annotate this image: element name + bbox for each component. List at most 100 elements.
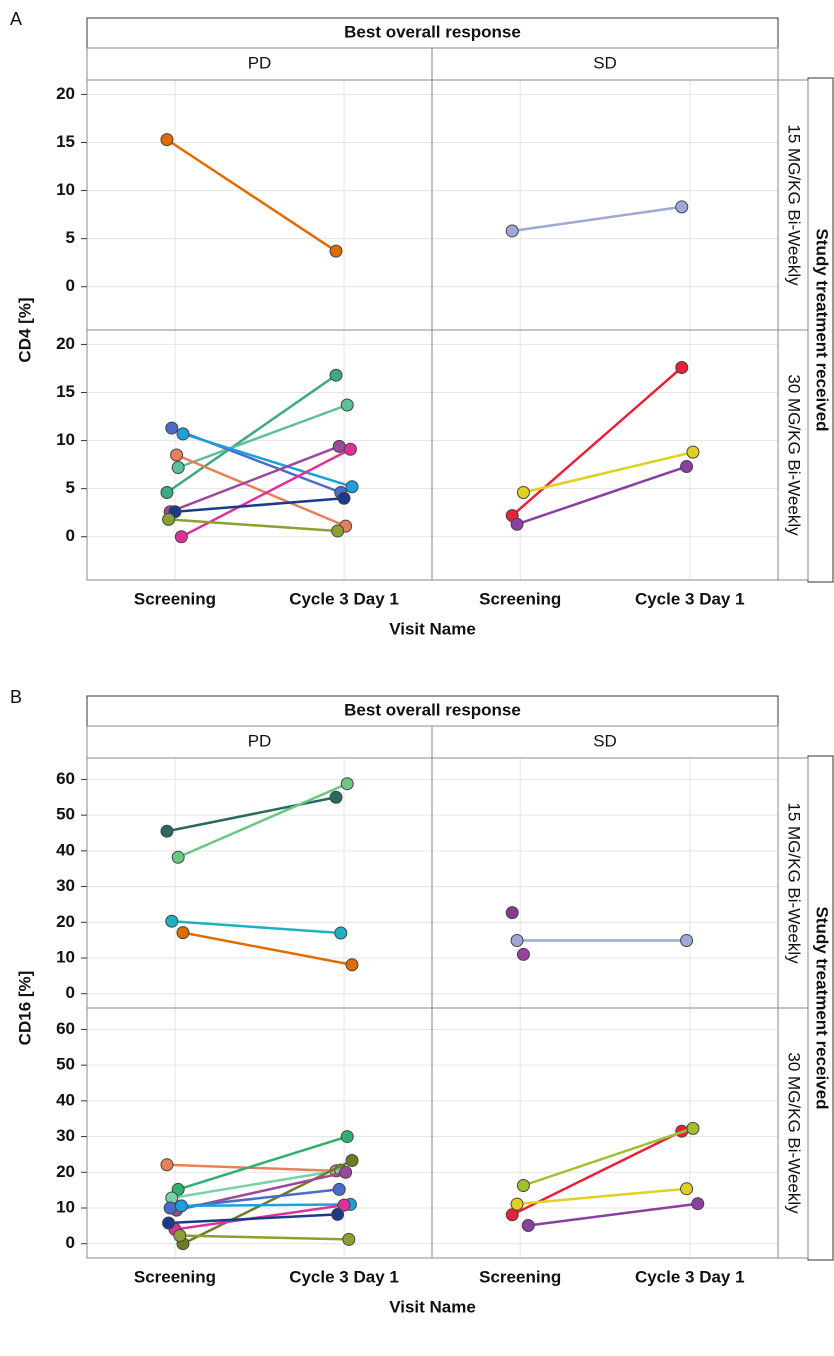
row-label: 30 MG/KG Bi-Weekly	[785, 374, 804, 536]
y-tick-label: 15	[56, 382, 75, 401]
series-line	[511, 366, 683, 517]
y-tick-label: 50	[56, 805, 75, 824]
x-tick-label: Screening	[134, 589, 216, 608]
series-line	[181, 1203, 351, 1208]
data-point	[340, 1130, 354, 1144]
series-line	[182, 432, 353, 488]
column-strip	[431, 47, 779, 81]
y-tick-label: 0	[66, 526, 75, 545]
series-line	[179, 1234, 349, 1241]
data-point	[176, 926, 190, 940]
data-point	[691, 1197, 705, 1211]
x-tick-label: Cycle 3 Day 1	[635, 589, 745, 608]
panel-frame	[431, 329, 779, 581]
series-line	[528, 1202, 698, 1227]
facet-title: Best overall response	[344, 22, 521, 41]
data-point	[505, 224, 519, 238]
data-point	[340, 777, 354, 791]
row-strip	[777, 757, 809, 1009]
data-point	[345, 1154, 359, 1167]
y-tick-label: 40	[56, 840, 75, 859]
data-point	[680, 460, 694, 474]
y-tick-label: 30	[56, 1126, 75, 1145]
y-tick-label: 10	[56, 180, 75, 199]
data-point	[686, 1121, 700, 1135]
y-tick-label: 20	[56, 912, 75, 931]
x-tick-label: Cycle 3 Day 1	[635, 1267, 745, 1286]
column-strip	[431, 725, 779, 759]
data-point	[332, 439, 346, 453]
y-tick-label: 10	[56, 430, 75, 449]
data-point	[176, 427, 190, 441]
data-point	[165, 914, 179, 928]
data-point	[160, 133, 174, 147]
header-box	[86, 695, 779, 727]
panel-label: A	[10, 9, 22, 29]
y-tick-label: 15	[56, 132, 75, 151]
data-point	[174, 530, 188, 544]
data-point	[680, 934, 694, 947]
series-line	[166, 1163, 337, 1173]
data-point	[329, 244, 343, 258]
panel-frame	[431, 757, 779, 1009]
data-point	[342, 1232, 356, 1246]
data-point	[162, 512, 176, 526]
y-axis-label: CD16 [%]	[15, 971, 34, 1046]
column-strip	[86, 47, 433, 81]
series-line	[182, 931, 353, 967]
y-tick-label: 30	[56, 876, 75, 895]
y-tick-label: 50	[56, 1055, 75, 1074]
data-point	[329, 368, 343, 382]
row-strip	[777, 1007, 809, 1259]
x-axis-label: Visit Name	[389, 1297, 476, 1316]
y-tick-label: 60	[56, 769, 75, 788]
data-point	[171, 850, 185, 864]
series-line	[168, 1213, 338, 1225]
data-point	[516, 486, 530, 499]
row-strip-outer	[807, 755, 834, 1261]
data-point	[340, 398, 354, 412]
data-point	[174, 1199, 188, 1213]
column-label: SD	[593, 731, 617, 750]
panel-frame	[431, 1007, 779, 1259]
y-tick-label: 0	[66, 276, 75, 295]
data-point	[516, 947, 530, 961]
column-label: PD	[248, 731, 272, 750]
data-point	[510, 1197, 524, 1211]
y-tick-label: 10	[56, 947, 75, 966]
y-tick-label: 5	[66, 228, 75, 247]
data-point	[162, 1216, 176, 1230]
column-strip	[86, 725, 433, 759]
facet-title: Best overall response	[344, 700, 521, 719]
series-line	[523, 450, 694, 494]
series-line	[177, 403, 348, 469]
series-line	[512, 205, 682, 233]
data-point	[680, 1182, 694, 1196]
x-axis-label: Visit Name	[389, 619, 476, 638]
row-strip-outer	[807, 77, 834, 583]
panel-label: B	[10, 687, 22, 707]
series-line	[166, 374, 337, 494]
series-line	[177, 782, 348, 859]
data-point	[345, 958, 359, 972]
y-tick-label: 0	[66, 983, 75, 1002]
data-point	[171, 461, 185, 474]
data-point	[165, 421, 179, 435]
row-label: 15 MG/KG Bi-Weekly	[785, 124, 804, 286]
x-tick-label: Screening	[479, 1267, 561, 1286]
data-point	[675, 361, 689, 374]
row-facet-title: Study treatment received	[813, 228, 832, 431]
series-line	[176, 453, 347, 528]
data-point	[686, 445, 700, 459]
y-tick-label: 5	[66, 478, 75, 497]
data-point	[332, 1182, 346, 1196]
row-label: 15 MG/KG Bi-Weekly	[785, 802, 804, 964]
column-label: SD	[593, 53, 617, 72]
y-tick-label: 20	[56, 334, 75, 353]
x-tick-label: Cycle 3 Day 1	[289, 1267, 399, 1286]
x-tick-label: Cycle 3 Day 1	[289, 589, 399, 608]
data-point	[343, 442, 357, 456]
data-point	[173, 1229, 187, 1242]
